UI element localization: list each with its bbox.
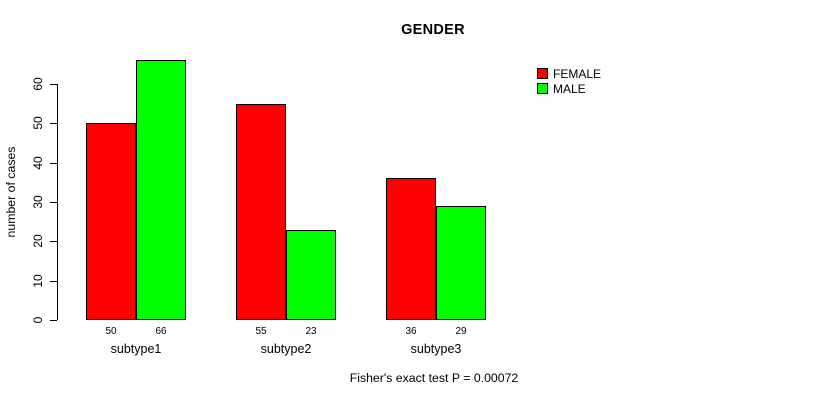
bar-value-label: 29 — [455, 326, 467, 337]
y-axis-tick-label: 20 — [30, 234, 45, 249]
x-category-label: subtype2 — [260, 342, 312, 356]
legend-label-male: MALE — [553, 81, 586, 96]
legend-item-male: MALE — [537, 81, 601, 96]
y-axis-tick-label: 60 — [30, 77, 45, 91]
y-axis-tick — [50, 123, 57, 125]
bar-female-subtype1 — [86, 123, 136, 320]
y-axis-tick — [50, 241, 57, 243]
bar-value-label: 23 — [305, 326, 317, 337]
chart-title: GENDER — [401, 22, 465, 38]
legend: FEMALE MALE — [537, 66, 601, 96]
bar-female-subtype2 — [236, 103, 286, 320]
y-axis-tick — [50, 162, 57, 164]
y-axis-tick-label: 10 — [30, 273, 45, 288]
bar-value-label: 50 — [105, 326, 117, 337]
y-axis-label: number of cases — [4, 146, 18, 238]
female-swatch — [537, 68, 548, 79]
bar-male-subtype1 — [136, 60, 186, 320]
x-category-label: subtype1 — [110, 342, 162, 356]
y-axis-tick — [50, 84, 57, 85]
bar-male-subtype3 — [436, 205, 486, 320]
male-swatch — [537, 83, 548, 94]
bar-female-subtype3 — [386, 178, 436, 320]
x-category-label: subtype3 — [410, 342, 462, 356]
y-axis-line — [57, 84, 58, 320]
subtitle-fisher-test: Fisher's exact test P = 0.00072 — [349, 371, 519, 385]
bar-male-subtype2 — [286, 229, 336, 320]
bar-value-label: 55 — [255, 326, 267, 337]
y-axis-tick-label: 40 — [30, 155, 45, 170]
y-axis-tick — [50, 202, 57, 203]
y-axis-tick-label: 30 — [30, 195, 45, 209]
y-axis-tick-label: 50 — [30, 116, 45, 131]
y-axis-tick-label: 0 — [30, 316, 45, 324]
legend-label-female: FEMALE — [553, 66, 602, 81]
bar-value-label: 66 — [155, 326, 167, 337]
y-axis-tick — [50, 280, 57, 282]
bar-value-label: 36 — [405, 326, 417, 337]
y-axis-tick — [50, 320, 57, 321]
legend-item-female: FEMALE — [537, 66, 601, 81]
